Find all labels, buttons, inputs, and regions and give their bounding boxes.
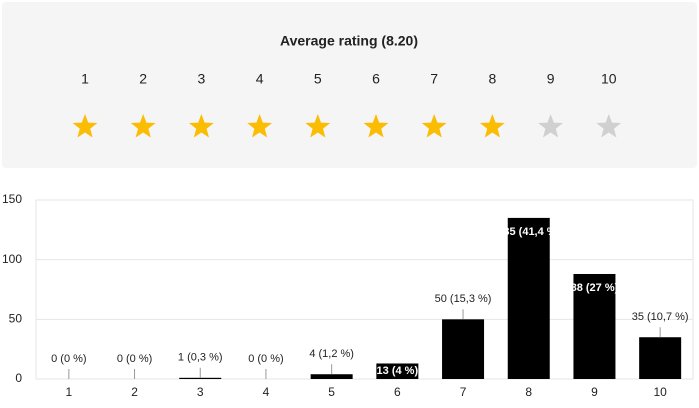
- bar: [179, 377, 222, 379]
- y-tick-label: 0: [15, 371, 22, 385]
- scale-label: 1: [81, 71, 89, 87]
- bar: [376, 363, 419, 379]
- value-label: 4 (1,2 %): [309, 348, 354, 360]
- bar: [507, 217, 550, 379]
- x-tick-label: 6: [394, 385, 401, 399]
- x-tick-label: 3: [197, 385, 204, 399]
- x-tick-label: 9: [591, 385, 598, 399]
- star: [247, 114, 272, 138]
- star: [596, 114, 622, 138]
- scale-label: 10: [601, 71, 617, 87]
- value-label: 13 (4 %): [377, 365, 419, 377]
- star: [130, 114, 156, 138]
- y-tick-label: 100: [2, 252, 22, 266]
- star: [363, 114, 389, 138]
- scale-label: 8: [489, 71, 497, 87]
- star: [480, 114, 505, 138]
- bar: [442, 319, 485, 379]
- bar: [310, 374, 353, 379]
- scale-label: 6: [372, 71, 380, 87]
- value-label: 0 (0 %): [248, 353, 283, 365]
- scale-label: 2: [139, 71, 147, 87]
- scale-label: 7: [430, 71, 438, 87]
- y-tick-label: 150: [2, 192, 22, 206]
- bar: [639, 337, 682, 379]
- x-tick-label: 1: [66, 385, 73, 399]
- star: [189, 114, 214, 138]
- x-tick-label: 2: [131, 385, 138, 399]
- star: [538, 114, 563, 138]
- x-tick-label: 5: [328, 385, 335, 399]
- value-label: 0 (0 %): [51, 353, 86, 365]
- value-label: 50 (15,3 %): [435, 293, 492, 305]
- star: [72, 114, 98, 138]
- value-label: 0 (0 %): [117, 353, 152, 365]
- x-tick-label: 8: [525, 385, 532, 399]
- panel-title: Average rating (8.20): [280, 33, 418, 49]
- value-label: 1 (0,3 %): [178, 352, 223, 364]
- value-label: 135 (41,4 %): [497, 226, 560, 238]
- x-tick-label: 10: [653, 385, 667, 399]
- rating-panel: [2, 2, 697, 168]
- value-label: 35 (10,7 %): [632, 311, 689, 323]
- scale-label: 3: [198, 71, 206, 87]
- scale-label: 4: [256, 71, 264, 87]
- star: [421, 114, 447, 138]
- scale-label: 9: [547, 71, 555, 87]
- star: [305, 114, 331, 138]
- value-label: 88 (27 %): [571, 282, 619, 294]
- y-tick-label: 50: [9, 312, 23, 326]
- x-tick-label: 4: [263, 385, 270, 399]
- scale-label: 5: [314, 71, 322, 87]
- x-tick-label: 7: [460, 385, 467, 399]
- bar: [573, 273, 616, 379]
